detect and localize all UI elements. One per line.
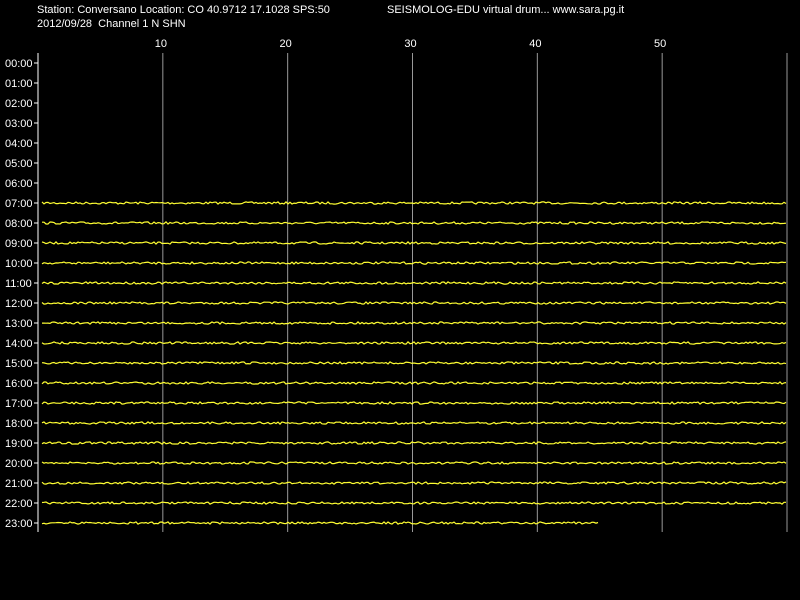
hour-label: 16:00	[5, 378, 33, 390]
x-tick-label: 10	[155, 38, 167, 50]
trace	[41, 361, 787, 365]
hour-label: 07:00	[5, 198, 33, 210]
hour-label: 05:00	[5, 158, 33, 170]
hour-label: 06:00	[5, 178, 33, 190]
trace	[41, 201, 787, 205]
hour-label: 02:00	[5, 98, 33, 110]
hour-label: 14:00	[5, 338, 33, 350]
trace	[41, 441, 787, 445]
hour-label: 19:00	[5, 438, 33, 450]
trace	[41, 301, 787, 305]
trace	[41, 521, 599, 525]
hour-label: 01:00	[5, 78, 33, 90]
x-tick-label: 40	[529, 38, 541, 50]
trace	[41, 501, 786, 505]
hour-label: 21:00	[5, 478, 33, 490]
trace	[41, 481, 787, 485]
trace	[41, 341, 787, 345]
trace	[41, 241, 787, 245]
hour-label: 22:00	[5, 498, 33, 510]
hour-label: 10:00	[5, 258, 33, 270]
hour-label: 17:00	[5, 398, 33, 410]
x-tick-label: 20	[280, 38, 292, 50]
trace	[42, 321, 787, 325]
hour-label: 11:00	[5, 278, 32, 290]
hour-label: 09:00	[5, 238, 33, 250]
trace	[41, 421, 787, 425]
trace	[42, 221, 787, 225]
x-tick-label: 30	[404, 38, 416, 50]
station-info: Station: Conversano Location: CO 40.9712…	[37, 4, 330, 16]
hour-label: 04:00	[5, 138, 33, 150]
hour-label: 12:00	[5, 298, 33, 310]
trace	[41, 281, 787, 285]
hour-label: 08:00	[5, 218, 33, 230]
hour-label: 18:00	[5, 418, 33, 430]
date-channel: 2012/09/28 Channel 1 N SHN	[37, 18, 186, 30]
hour-label: 15:00	[5, 358, 33, 370]
trace	[41, 461, 787, 465]
trace	[41, 261, 787, 265]
hour-label: 20:00	[5, 458, 33, 470]
hour-label: 03:00	[5, 118, 33, 130]
app-info: SEISMOLOG-EDU virtual drum... www.sara.p…	[387, 4, 624, 16]
x-tick-label: 50	[654, 38, 666, 50]
trace	[41, 381, 787, 385]
hour-label: 23:00	[5, 518, 33, 530]
trace	[41, 401, 787, 405]
hour-label: 00:00	[5, 58, 33, 70]
hour-label: 13:00	[5, 318, 33, 330]
